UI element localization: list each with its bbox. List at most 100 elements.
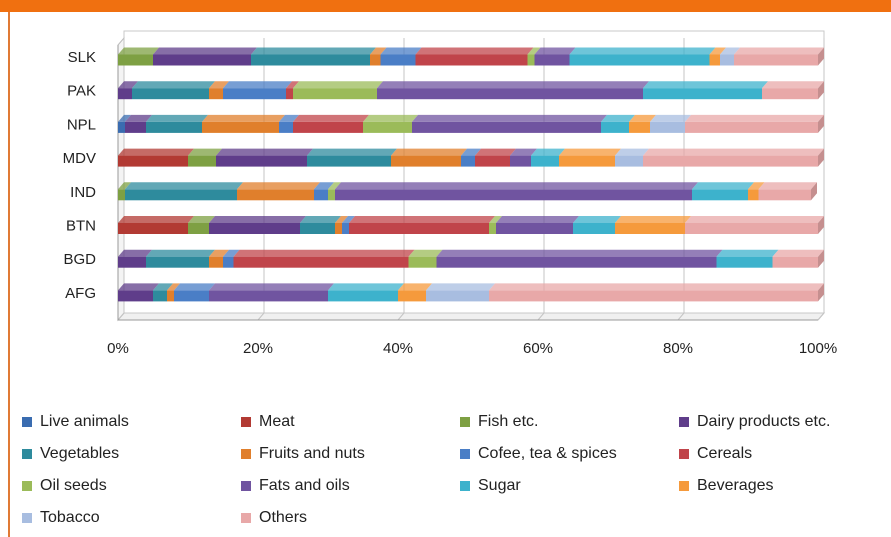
bar-segment-top [342, 216, 355, 223]
bar-segment [209, 256, 223, 268]
bar-segment-top [527, 47, 541, 55]
legend-label: Oil seeds [40, 477, 107, 494]
bar-segment-top [233, 249, 415, 257]
legend-swatch [22, 513, 32, 523]
bar-segment [146, 256, 209, 268]
bar-segment [146, 121, 202, 133]
bar-segment-top [496, 216, 579, 223]
bar-segment-top [153, 283, 173, 291]
legend-item: Live animals [22, 410, 241, 434]
bar-segment-top [569, 47, 716, 55]
bar-segment [188, 155, 216, 167]
bar-segment-top [335, 216, 348, 223]
x-tick-label: 0% [107, 340, 129, 357]
bar-segment [335, 189, 692, 201]
bar-segment [601, 121, 629, 133]
bar-segment [307, 155, 391, 167]
bar-segment [685, 223, 818, 234]
category-label: SLK [68, 49, 96, 66]
x-tick-label: 100% [799, 340, 837, 357]
bar-end-cap [818, 47, 824, 66]
bar-segment [216, 155, 307, 167]
bar-segment-top [146, 249, 215, 257]
gridline-floor-80 [677, 312, 685, 321]
bar-segment [615, 155, 643, 167]
bar-segment [370, 54, 381, 66]
bar-segment [174, 290, 209, 302]
bar-segment [762, 88, 818, 100]
bar-segment [391, 155, 461, 167]
bar-segment [125, 121, 146, 133]
bar-segment [223, 256, 234, 268]
bar-segment [153, 54, 251, 66]
bar-segment-top [489, 216, 502, 223]
bar-segment [510, 155, 531, 167]
bar-segment [342, 223, 349, 234]
bar-end-cap [818, 216, 824, 234]
bar-segment-top [370, 47, 387, 55]
left-accent-rule [8, 12, 10, 537]
bar-segment-top [412, 114, 607, 122]
bar-segment [233, 256, 409, 268]
bar-segment [412, 121, 601, 133]
bar-segment-top [118, 81, 138, 89]
legend-label: Live animals [40, 413, 129, 430]
category-label: NPL [67, 116, 96, 133]
bar-segment-top [408, 249, 443, 257]
bar-end-cap [818, 81, 824, 100]
bar-segment [650, 121, 685, 133]
bar-segment [167, 290, 174, 302]
bar-segment-top [573, 216, 621, 223]
bar-segment [209, 88, 223, 100]
bar-segment-top [380, 47, 422, 55]
bar-segment [335, 223, 342, 234]
legend-item: Meat [241, 410, 460, 434]
bar-segment [118, 256, 146, 268]
bar-segment-top [328, 283, 404, 291]
plot-back-wall [123, 30, 825, 314]
bar-segment-top [314, 182, 334, 190]
bar-segment [237, 189, 314, 201]
bar-segment [279, 121, 293, 133]
bar-segment-top [118, 216, 194, 223]
plot-side-wall [117, 36, 125, 322]
bar-segment-top [391, 148, 467, 156]
bar-segment [615, 223, 685, 234]
bar-segment-top [209, 283, 334, 291]
bar-segment [559, 155, 615, 167]
bar-segment [209, 290, 328, 302]
bar-segment [569, 54, 710, 66]
bar-segment [328, 189, 335, 201]
legend-swatch [241, 449, 251, 459]
bar-segment-top [146, 114, 208, 122]
bar-segment-top [223, 81, 292, 89]
bar-segment [734, 54, 818, 66]
legend-item: Fruits and nuts [241, 442, 460, 466]
bar-segment [475, 155, 510, 167]
category-label: AFG [65, 285, 96, 302]
bar-segment [118, 290, 153, 302]
bar-segment-top [415, 47, 534, 55]
bar-segment-top [772, 249, 824, 257]
bar-segment-top [307, 148, 397, 156]
plot-floor [116, 312, 826, 321]
x-tick-label: 40% [383, 340, 413, 357]
bar-segment-top [188, 216, 215, 223]
legend-swatch [679, 417, 689, 427]
bar-segment-top [118, 148, 194, 156]
bar-segment-top [328, 182, 341, 190]
bar-segment-top [202, 114, 285, 122]
bar-segment-top [286, 81, 299, 89]
bar-segment-top [188, 148, 222, 156]
bar-segment [363, 121, 412, 133]
category-label: BTN [66, 218, 96, 235]
legend-swatch [460, 417, 470, 427]
bar-segment-top [489, 283, 824, 291]
bar-segment-top [363, 114, 418, 122]
bar-segment [496, 223, 573, 234]
bar-segment [300, 223, 335, 234]
bar-segment [527, 54, 535, 66]
bar-segment [716, 256, 773, 268]
bar-segment [643, 88, 762, 100]
bar-segment [118, 121, 125, 133]
